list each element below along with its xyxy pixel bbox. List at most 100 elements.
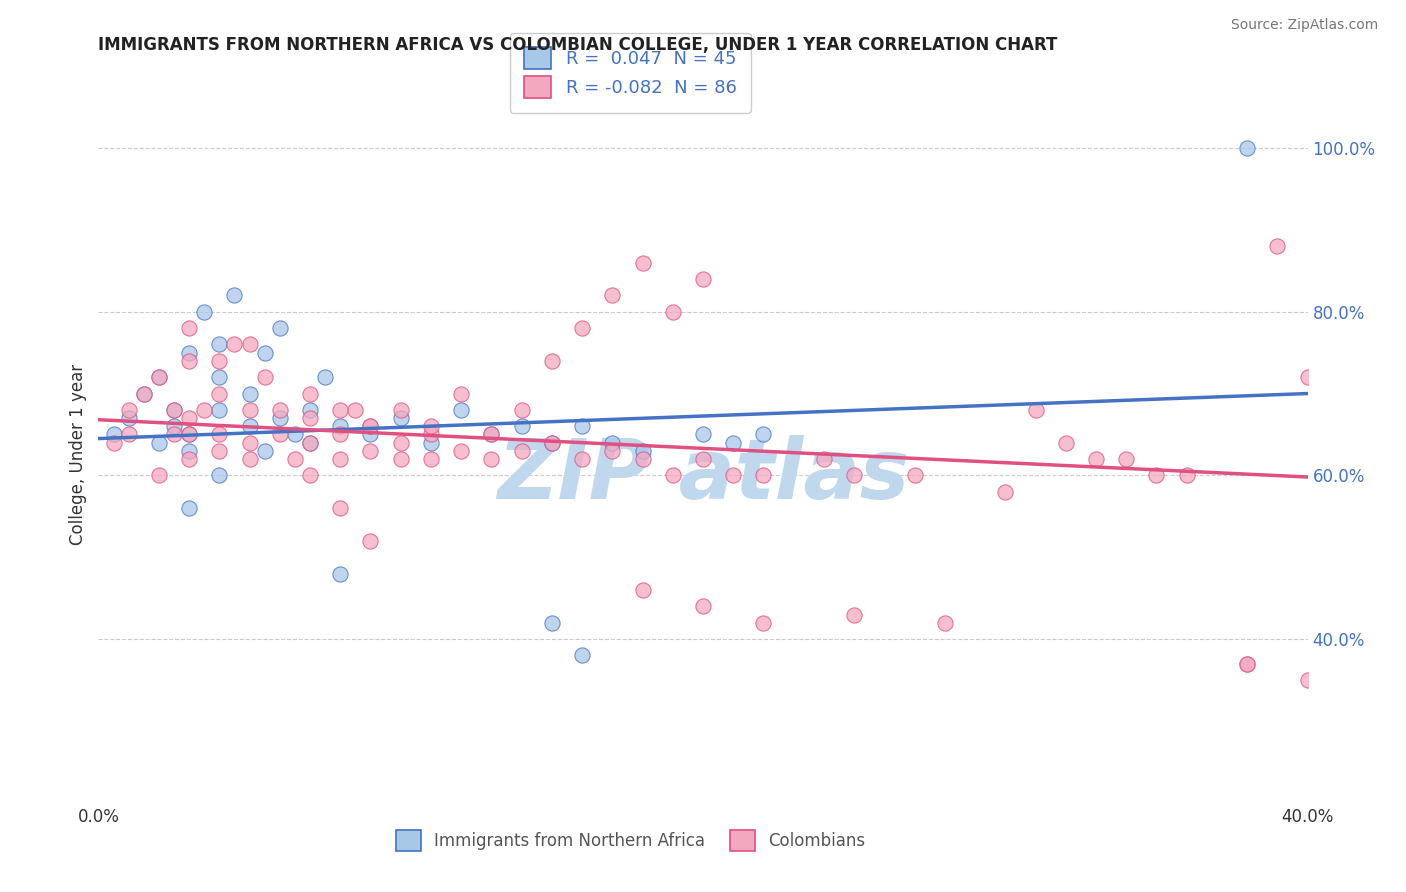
Point xyxy=(571,321,593,335)
Point xyxy=(299,468,322,483)
Point xyxy=(571,419,593,434)
Point xyxy=(934,615,956,630)
Point xyxy=(844,468,866,483)
Point xyxy=(179,501,201,516)
Point xyxy=(118,427,141,442)
Point xyxy=(1054,435,1077,450)
Point xyxy=(1115,452,1137,467)
Point xyxy=(253,370,276,384)
Point xyxy=(360,419,382,434)
Point xyxy=(450,403,472,417)
Point xyxy=(389,435,412,450)
Point xyxy=(193,403,215,417)
Point xyxy=(1236,657,1258,671)
Point xyxy=(208,427,231,442)
Point xyxy=(148,468,170,483)
Point xyxy=(1296,370,1319,384)
Point xyxy=(253,345,276,359)
Point xyxy=(329,452,352,467)
Point xyxy=(1085,452,1108,467)
Point xyxy=(239,337,262,351)
Point xyxy=(631,443,654,458)
Point xyxy=(148,435,170,450)
Point xyxy=(692,272,714,286)
Point xyxy=(208,370,231,384)
Point xyxy=(224,337,246,351)
Point xyxy=(360,443,382,458)
Point xyxy=(269,403,291,417)
Point xyxy=(299,435,322,450)
Point xyxy=(208,353,231,368)
Point xyxy=(132,386,155,401)
Point xyxy=(1296,673,1319,687)
Point xyxy=(360,533,382,548)
Point xyxy=(299,386,322,401)
Point xyxy=(1175,468,1198,483)
Point xyxy=(284,452,307,467)
Point xyxy=(179,411,201,425)
Point xyxy=(208,443,231,458)
Point xyxy=(208,386,231,401)
Point xyxy=(299,411,322,425)
Point xyxy=(752,615,775,630)
Point xyxy=(253,443,276,458)
Point xyxy=(389,411,412,425)
Point xyxy=(208,403,231,417)
Point xyxy=(571,452,593,467)
Point xyxy=(692,599,714,614)
Point xyxy=(299,435,322,450)
Point xyxy=(118,403,141,417)
Point xyxy=(148,370,170,384)
Point xyxy=(179,427,201,442)
Point xyxy=(163,427,186,442)
Point xyxy=(540,615,562,630)
Point xyxy=(571,648,593,663)
Point xyxy=(284,427,307,442)
Point xyxy=(329,501,352,516)
Point xyxy=(329,427,352,442)
Point xyxy=(118,411,141,425)
Text: IMMIGRANTS FROM NORTHERN AFRICA VS COLOMBIAN COLLEGE, UNDER 1 YEAR CORRELATION C: IMMIGRANTS FROM NORTHERN AFRICA VS COLOM… xyxy=(98,36,1057,54)
Point xyxy=(420,427,443,442)
Point xyxy=(1236,141,1258,155)
Point xyxy=(1024,403,1046,417)
Text: ZIP atlas: ZIP atlas xyxy=(496,435,910,516)
Point xyxy=(813,452,835,467)
Point xyxy=(602,435,624,450)
Point xyxy=(752,427,775,442)
Point xyxy=(692,427,714,442)
Point xyxy=(723,468,745,483)
Point xyxy=(329,403,352,417)
Text: Source: ZipAtlas.com: Source: ZipAtlas.com xyxy=(1230,18,1378,32)
Point xyxy=(631,255,654,269)
Point xyxy=(329,419,352,434)
Point xyxy=(510,443,533,458)
Point xyxy=(420,452,443,467)
Point xyxy=(661,304,683,318)
Y-axis label: College, Under 1 year: College, Under 1 year xyxy=(69,364,87,546)
Point xyxy=(752,468,775,483)
Point xyxy=(208,337,231,351)
Point xyxy=(510,419,533,434)
Point xyxy=(450,443,472,458)
Point xyxy=(420,419,443,434)
Point xyxy=(481,452,503,467)
Point xyxy=(269,427,291,442)
Point xyxy=(1144,468,1167,483)
Point xyxy=(1267,239,1289,253)
Legend: Immigrants from Northern Africa, Colombians: Immigrants from Northern Africa, Colombi… xyxy=(382,817,879,864)
Point xyxy=(723,435,745,450)
Point xyxy=(163,419,186,434)
Point xyxy=(389,452,412,467)
Point xyxy=(692,452,714,467)
Point xyxy=(389,403,412,417)
Point xyxy=(299,403,322,417)
Point xyxy=(481,427,503,442)
Point xyxy=(103,435,125,450)
Point xyxy=(103,427,125,442)
Point xyxy=(661,468,683,483)
Point xyxy=(208,468,231,483)
Point xyxy=(239,386,262,401)
Point xyxy=(132,386,155,401)
Point xyxy=(540,435,562,450)
